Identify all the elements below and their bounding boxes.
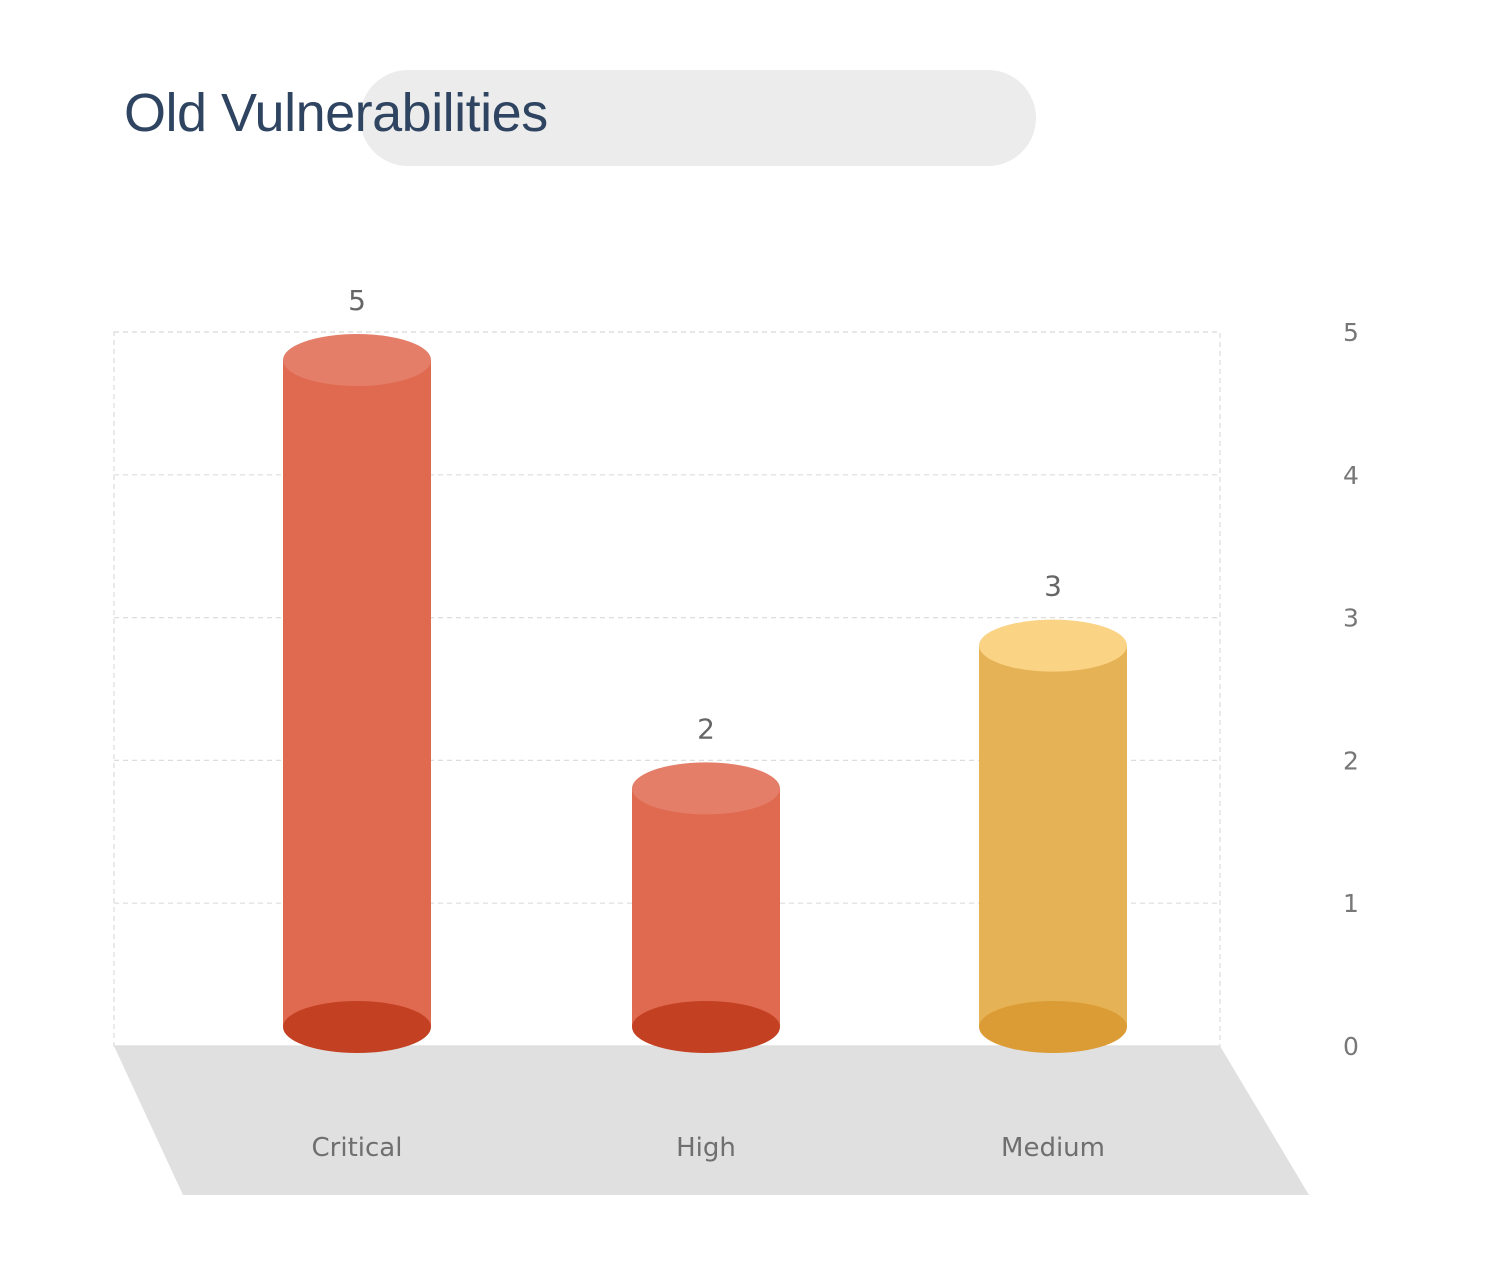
category-label-critical: Critical [312, 1133, 403, 1163]
bar-cap [979, 619, 1127, 672]
data-label-critical: 5 [348, 284, 366, 317]
bar-body [632, 788, 780, 1027]
bar-base [979, 1001, 1127, 1053]
bar-critical [283, 334, 431, 1053]
bar-cap [283, 334, 431, 386]
y-tick-label: 2 [1343, 746, 1359, 775]
y-tick-label: 4 [1343, 461, 1359, 490]
bar-body [979, 645, 1127, 1027]
bar-base [632, 1001, 780, 1053]
chart-floor [114, 1046, 1309, 1195]
title-background-pill [360, 70, 1036, 166]
y-tick-label: 5 [1343, 318, 1359, 347]
category-label-high: High [676, 1133, 736, 1163]
bar-cap [632, 762, 780, 815]
category-label-medium: Medium [1001, 1133, 1105, 1163]
y-tick-label: 3 [1343, 604, 1359, 633]
bar-medium [979, 619, 1127, 1053]
bar-body [283, 360, 431, 1027]
data-label-high: 2 [697, 712, 715, 745]
data-label-medium: 3 [1044, 570, 1062, 603]
y-tick-label: 1 [1343, 889, 1359, 918]
bar-high [632, 762, 780, 1053]
chart-title: Old Vulnerabilities [124, 83, 548, 143]
y-tick-label: 0 [1343, 1032, 1359, 1061]
bar-base [283, 1001, 431, 1053]
